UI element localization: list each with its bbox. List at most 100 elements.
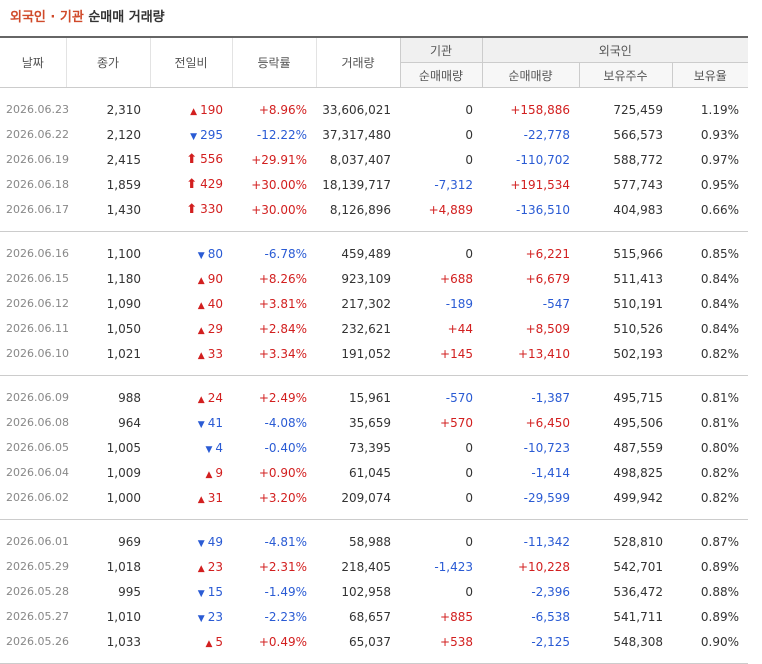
cell-date: 2026.06.15 bbox=[0, 266, 66, 291]
diff-value: 190 bbox=[200, 103, 223, 117]
cell-volume: 923,109 bbox=[316, 266, 400, 291]
cell-rate: +3.81% bbox=[232, 291, 316, 316]
up-triangle-icon: ▲ bbox=[198, 495, 205, 505]
header-foreign-ratio: 보유율 bbox=[672, 63, 748, 88]
cell-foreign-net: -1,414 bbox=[482, 460, 579, 485]
diff-value: 556 bbox=[200, 152, 223, 166]
cell-foreign-net: +10,228 bbox=[482, 554, 579, 579]
cell-foreign-holdings: 495,715 bbox=[579, 385, 672, 410]
cell-foreign-ratio: 0.90% bbox=[672, 629, 748, 654]
cell-institution-net: +885 bbox=[400, 604, 482, 629]
upper-limit-arrow-icon: ⬆ bbox=[186, 202, 197, 217]
cell-foreign-net: -22,778 bbox=[482, 122, 579, 147]
cell-foreign-net: -10,723 bbox=[482, 435, 579, 460]
cell-date: 2026.06.12 bbox=[0, 291, 66, 316]
header-foreign-group: 외국인 bbox=[482, 37, 748, 63]
spacer-cell bbox=[0, 510, 748, 520]
cell-date: 2026.06.16 bbox=[0, 241, 66, 266]
down-triangle-icon: ▼ bbox=[198, 420, 205, 430]
cell-diff: ▼80 bbox=[150, 241, 232, 266]
up-triangle-icon: ▲ bbox=[198, 276, 205, 286]
cell-rate: -1.49% bbox=[232, 579, 316, 604]
down-triangle-icon: ▼ bbox=[205, 445, 212, 455]
cell-foreign-ratio: 0.81% bbox=[672, 410, 748, 435]
cell-date: 2026.06.23 bbox=[0, 97, 66, 122]
up-triangle-icon: ▲ bbox=[190, 107, 197, 117]
section-title: 외국인 · 기관 순매매 거래량 bbox=[0, 0, 762, 36]
cell-institution-net: -1,423 bbox=[400, 554, 482, 579]
cell-foreign-net: -547 bbox=[482, 291, 579, 316]
cell-foreign-holdings: 536,472 bbox=[579, 579, 672, 604]
cell-foreign-holdings: 548,308 bbox=[579, 629, 672, 654]
cell-volume: 232,621 bbox=[316, 316, 400, 341]
diff-value: 29 bbox=[208, 322, 223, 336]
up-triangle-icon: ▲ bbox=[198, 564, 205, 574]
cell-diff: ▲90 bbox=[150, 266, 232, 291]
cell-volume: 459,489 bbox=[316, 241, 400, 266]
cell-close: 1,021 bbox=[66, 341, 150, 366]
diff-value: 9 bbox=[215, 466, 223, 480]
diff-value: 40 bbox=[208, 297, 223, 311]
cell-date: 2026.06.17 bbox=[0, 197, 66, 222]
cell-institution-net: -570 bbox=[400, 385, 482, 410]
cell-volume: 68,657 bbox=[316, 604, 400, 629]
cell-close: 1,430 bbox=[66, 197, 150, 222]
header-institution-net: 순매매량 bbox=[400, 63, 482, 88]
header-diff: 전일비 bbox=[150, 37, 232, 88]
cell-close: 1,859 bbox=[66, 172, 150, 197]
cell-foreign-ratio: 0.85% bbox=[672, 241, 748, 266]
cell-foreign-ratio: 0.82% bbox=[672, 485, 748, 510]
up-triangle-icon: ▲ bbox=[198, 351, 205, 361]
group-spacer bbox=[0, 232, 748, 241]
cell-close: 1,018 bbox=[66, 554, 150, 579]
up-triangle-icon: ▲ bbox=[198, 326, 205, 336]
header-foreign-holdings: 보유주수 bbox=[579, 63, 672, 88]
cell-institution-net: 0 bbox=[400, 97, 482, 122]
cell-diff: ▼41 bbox=[150, 410, 232, 435]
cell-foreign-net: +6,679 bbox=[482, 266, 579, 291]
cell-foreign-holdings: 510,191 bbox=[579, 291, 672, 316]
cell-diff: ⬆429 bbox=[150, 172, 232, 197]
up-triangle-icon: ▲ bbox=[198, 395, 205, 405]
spacer-cell bbox=[0, 376, 748, 385]
cell-foreign-ratio: 0.87% bbox=[672, 529, 748, 554]
cell-foreign-holdings: 498,825 bbox=[579, 460, 672, 485]
cell-rate: -12.22% bbox=[232, 122, 316, 147]
cell-foreign-net: -2,396 bbox=[482, 579, 579, 604]
spacer-cell bbox=[0, 88, 748, 98]
cell-volume: 15,961 bbox=[316, 385, 400, 410]
cell-foreign-net: -110,702 bbox=[482, 147, 579, 172]
diff-value: 295 bbox=[200, 128, 223, 142]
group-spacer bbox=[0, 654, 748, 664]
cell-foreign-ratio: 0.84% bbox=[672, 291, 748, 316]
cell-date: 2026.06.05 bbox=[0, 435, 66, 460]
cell-foreign-holdings: 588,772 bbox=[579, 147, 672, 172]
diff-value: 41 bbox=[208, 416, 223, 430]
cell-diff: ▲33 bbox=[150, 341, 232, 366]
diff-value: 23 bbox=[208, 560, 223, 574]
cell-foreign-ratio: 0.80% bbox=[672, 435, 748, 460]
cell-volume: 33,606,021 bbox=[316, 97, 400, 122]
cell-close: 2,310 bbox=[66, 97, 150, 122]
cell-institution-net: -189 bbox=[400, 291, 482, 316]
cell-foreign-net: -1,387 bbox=[482, 385, 579, 410]
cell-foreign-ratio: 0.88% bbox=[672, 579, 748, 604]
cell-foreign-holdings: 404,983 bbox=[579, 197, 672, 222]
cell-rate: +30.00% bbox=[232, 172, 316, 197]
spacer-cell bbox=[0, 232, 748, 241]
cell-close: 964 bbox=[66, 410, 150, 435]
group-spacer bbox=[0, 376, 748, 385]
cell-foreign-ratio: 0.82% bbox=[672, 341, 748, 366]
down-triangle-icon: ▼ bbox=[190, 132, 197, 142]
cell-institution-net: +4,889 bbox=[400, 197, 482, 222]
